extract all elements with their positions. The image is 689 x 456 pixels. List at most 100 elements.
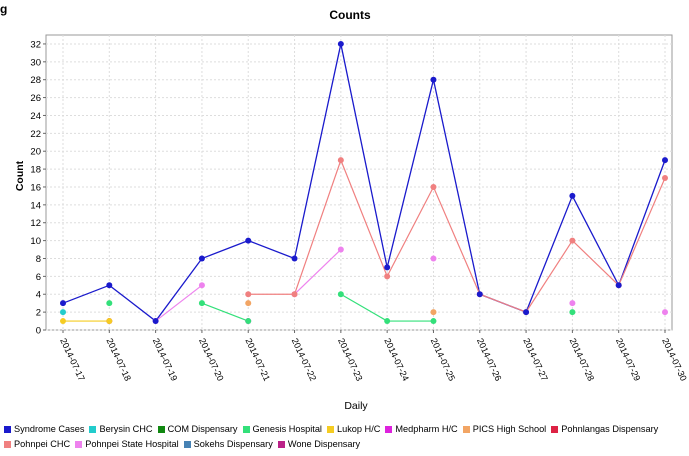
legend-label: Pohnpei State Hospital xyxy=(85,439,179,449)
legend-label: Genesis Hospital xyxy=(252,424,322,434)
y-tick-label: 8 xyxy=(36,254,41,265)
data-point xyxy=(245,300,252,307)
x-tick-label: 2014-07-30 xyxy=(660,337,689,383)
y-tick-label: 14 xyxy=(30,200,41,211)
legend-label: Medpharm H/C xyxy=(395,424,458,434)
legend-item: Wone Dispensary xyxy=(277,437,361,452)
chart-title: Counts xyxy=(329,8,371,22)
partial-title: g xyxy=(0,2,8,16)
legend-label: Lukop H/C xyxy=(336,424,381,434)
data-point xyxy=(60,300,66,307)
series-line xyxy=(294,249,342,295)
legend-label: Pohnpei CHC xyxy=(14,439,71,449)
y-tick-label: 20 xyxy=(30,147,41,158)
data-point xyxy=(569,192,576,199)
data-point xyxy=(337,291,344,298)
x-tick-label: 2014-07-20 xyxy=(197,337,226,383)
data-point xyxy=(523,309,530,316)
x-tick-label: 2014-07-25 xyxy=(429,337,458,383)
y-tick-label: 30 xyxy=(30,57,41,68)
data-point xyxy=(569,237,576,244)
legend-swatch xyxy=(326,425,334,433)
data-point xyxy=(152,318,159,325)
data-point xyxy=(430,183,437,190)
legend-swatch xyxy=(385,425,393,433)
legend-label: Berysin CHC xyxy=(99,424,153,434)
legend-label: PICS High School xyxy=(472,424,547,434)
x-tick-label: 2014-07-22 xyxy=(290,337,319,383)
data-point xyxy=(569,300,576,307)
y-tick-label: 26 xyxy=(30,93,41,104)
legend-label: Sokehs Dispensary xyxy=(193,439,273,449)
data-point xyxy=(662,157,668,164)
legend-item: Pohnpei CHC xyxy=(4,437,70,452)
data-point xyxy=(60,318,66,325)
x-tick-label: 2014-07-29 xyxy=(614,337,643,383)
legend-swatch xyxy=(4,425,11,433)
y-tick-label: 16 xyxy=(30,182,41,193)
legend-swatch xyxy=(183,440,191,448)
legend-item: Pohnlangas Dispensary xyxy=(551,422,658,437)
data-point xyxy=(384,264,391,271)
data-point xyxy=(245,237,252,244)
data-point xyxy=(430,318,437,325)
legend-item: COM Dispensary xyxy=(157,422,238,437)
y-axis-label: Count xyxy=(14,160,26,191)
series-line xyxy=(155,284,203,322)
data-point xyxy=(245,318,252,325)
data-point xyxy=(337,40,344,47)
legend-swatch xyxy=(4,440,11,448)
legend-swatch xyxy=(157,425,165,433)
data-point xyxy=(384,318,391,325)
x-tick-label: 2014-07-26 xyxy=(475,337,504,383)
legend-swatch xyxy=(89,425,97,433)
legend-item: Syndrome Cases xyxy=(4,422,84,437)
legend-label: Wone Dispensary xyxy=(287,439,361,449)
x-tick-label: 2014-07-17 xyxy=(58,337,87,383)
legend-label: Pohnlangas Dispensary xyxy=(561,424,659,434)
data-point xyxy=(384,273,391,280)
data-point xyxy=(337,246,344,253)
data-point xyxy=(245,291,252,298)
legend-swatch xyxy=(242,425,250,433)
x-tick-label: 2014-07-19 xyxy=(151,337,180,383)
legend-item: PICS High School xyxy=(462,422,547,437)
x-tick-label: 2014-07-28 xyxy=(568,337,597,383)
y-tick-label: 2 xyxy=(36,308,41,319)
data-point xyxy=(106,318,113,325)
legend-swatch xyxy=(551,425,559,433)
series-line xyxy=(248,158,666,313)
legend-row: Pohnpei CHC Pohnpei State Hospital Sokehs … xyxy=(4,437,688,452)
y-tick-label: 4 xyxy=(36,290,41,301)
data-point xyxy=(430,309,437,316)
data-point xyxy=(337,157,344,164)
data-point xyxy=(60,309,66,316)
legend-swatch xyxy=(75,440,83,448)
legend-item: Sokehs Dispensary xyxy=(183,437,273,452)
legend-item: Medpharm H/C xyxy=(385,422,458,437)
legend-row: Syndrome Cases Berysin CHC COM Dispensary G… xyxy=(4,422,688,437)
y-tick-label: 10 xyxy=(30,236,41,247)
legend-label: Syndrome Cases xyxy=(14,424,85,434)
x-tick-label: 2014-07-27 xyxy=(521,337,550,383)
legend-swatch xyxy=(462,425,470,433)
x-tick-label: 2014-07-23 xyxy=(336,337,365,383)
legend-label: COM Dispensary xyxy=(167,424,238,434)
plot-frame xyxy=(45,34,673,331)
data-point xyxy=(291,291,298,298)
y-tick-label: 24 xyxy=(30,111,41,122)
x-axis-label: Daily xyxy=(344,400,368,412)
legend-item: Genesis Hospital xyxy=(242,422,322,437)
y-tick-label: 6 xyxy=(36,272,41,283)
data-point xyxy=(662,309,668,316)
legend-item: Lukop H/C xyxy=(326,422,381,437)
x-tick-label: 2014-07-18 xyxy=(104,337,133,383)
x-tick-label: 2014-07-21 xyxy=(243,337,272,383)
data-point xyxy=(198,255,205,262)
data-point xyxy=(662,175,668,182)
series-line xyxy=(62,43,666,322)
legend-item: Berysin CHC xyxy=(89,422,153,437)
y-tick-label: 22 xyxy=(30,129,41,140)
